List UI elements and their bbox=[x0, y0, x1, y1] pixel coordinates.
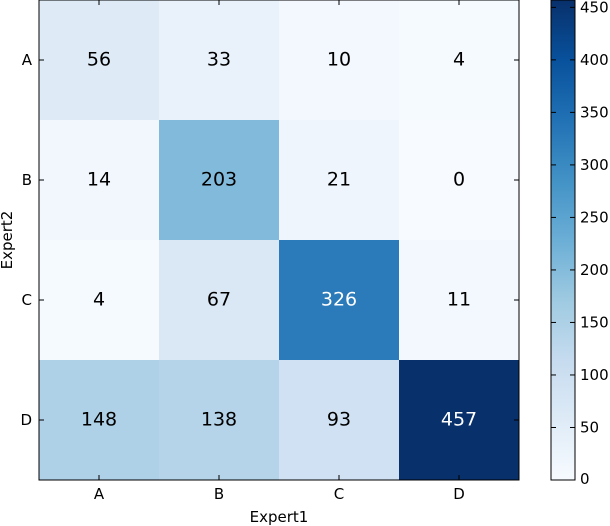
y-tick-label: A bbox=[22, 51, 33, 69]
cell-value-label: 93 bbox=[327, 409, 351, 431]
cell-value-label: 67 bbox=[207, 289, 231, 311]
heatmap-cell bbox=[159, 240, 280, 361]
heatmap-cell bbox=[159, 360, 280, 481]
heatmap-cell bbox=[159, 0, 280, 121]
cell-value-label: 203 bbox=[201, 169, 237, 191]
heatmap-cell bbox=[279, 360, 400, 481]
colorbar-tick-label: 250 bbox=[580, 208, 609, 226]
colorbar-tick-label: 150 bbox=[580, 313, 609, 331]
x-tick-label: A bbox=[94, 485, 105, 503]
colorbar-tick-label: 350 bbox=[580, 103, 609, 121]
colorbar-tick-label: 200 bbox=[580, 261, 609, 279]
heatmap-cell-labels: 56 33 10 4 14 203 21 0 4 67 326 11 148 138 93 457 bbox=[81, 49, 477, 431]
cell-value-label: 4 bbox=[93, 289, 105, 311]
heatmap-cell bbox=[39, 120, 160, 241]
cell-value-label: 0 bbox=[453, 169, 465, 191]
x-tick-label: D bbox=[453, 485, 465, 503]
cell-value-label: 10 bbox=[327, 49, 351, 71]
heatmap-cell bbox=[399, 240, 520, 361]
colorbar-tick-label: 450 bbox=[580, 0, 609, 16]
colorbar-tick-label: 50 bbox=[580, 418, 599, 436]
x-tick-label: B bbox=[214, 485, 224, 503]
y-tick-label: B bbox=[22, 171, 32, 189]
heatmap-cell bbox=[399, 0, 520, 121]
heatmap-cell bbox=[279, 240, 400, 361]
heatmap-cell bbox=[279, 120, 400, 241]
colorbar-tick-label: 0 bbox=[580, 470, 590, 488]
colorbar-tick-label: 100 bbox=[580, 366, 609, 384]
y-axis-ticks: A B C D bbox=[20, 51, 519, 429]
x-tick-label: C bbox=[334, 485, 344, 503]
plot-frame bbox=[38, 0, 520, 481]
cell-value-label: 4 bbox=[453, 49, 465, 71]
cell-value-label: 457 bbox=[441, 409, 477, 431]
cell-value-label: 21 bbox=[327, 169, 351, 191]
cell-value-label: 33 bbox=[207, 49, 231, 71]
cell-value-label: 148 bbox=[81, 409, 117, 431]
colorbar-tick-label: 400 bbox=[580, 51, 609, 69]
cell-value-label: 11 bbox=[447, 289, 471, 311]
heatmap-cell bbox=[279, 0, 400, 121]
heatmap-cell bbox=[399, 360, 520, 481]
cell-value-label: 326 bbox=[321, 289, 357, 311]
heatmap-cell bbox=[39, 0, 160, 121]
cell-value-label: 138 bbox=[201, 409, 237, 431]
heatmap-cell bbox=[399, 120, 520, 241]
colorbar-ticks: 0 50 100 150 200 250 300 350 400 450 bbox=[551, 0, 609, 488]
y-tick-label: C bbox=[22, 291, 32, 309]
colorbar: 0 50 100 150 200 250 300 350 400 450 bbox=[550, 0, 609, 488]
colorbar-tick-label: 300 bbox=[580, 156, 609, 174]
heatmap-cell bbox=[39, 240, 160, 361]
colorbar-gradient bbox=[550, 0, 576, 481]
cell-value-label: 14 bbox=[87, 169, 111, 191]
heatmap-cell bbox=[159, 120, 280, 241]
y-tick-label: D bbox=[20, 411, 32, 429]
heatmap-cell bbox=[39, 360, 160, 481]
y-axis-label: Expert2 bbox=[0, 211, 16, 270]
x-axis-ticks: A B C D bbox=[94, 0, 465, 503]
x-axis-label: Expert1 bbox=[250, 508, 309, 526]
heatmap-cells bbox=[39, 0, 520, 481]
cell-value-label: 56 bbox=[87, 49, 111, 71]
